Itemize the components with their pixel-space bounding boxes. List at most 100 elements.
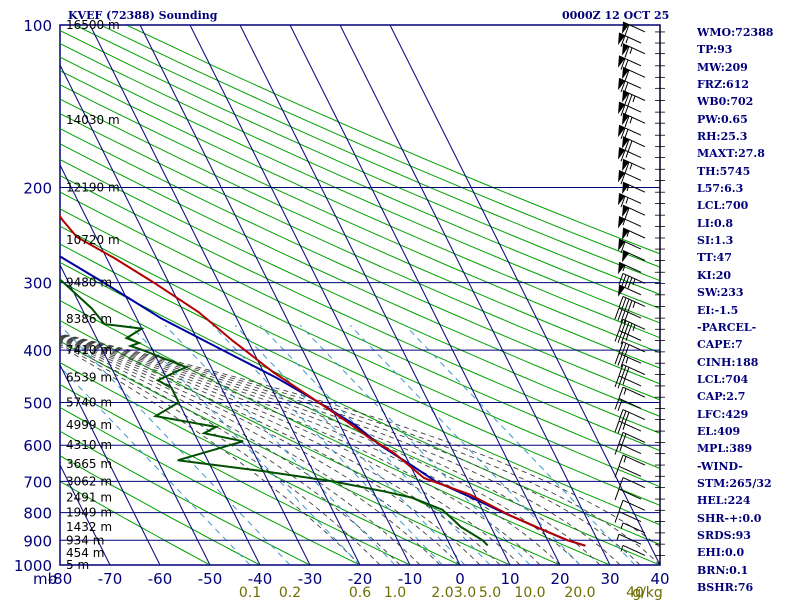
barb-shaft	[622, 386, 646, 398]
barb-pennant	[618, 216, 625, 229]
height-label: 3062 m	[66, 474, 112, 488]
barb-flag	[627, 277, 633, 289]
isobar-lines	[60, 25, 660, 565]
index-item: PW:0.65	[697, 112, 748, 126]
height-label: 6539 m	[66, 371, 112, 385]
dry-adiabat-line	[60, 70, 660, 339]
dry-adiabat-line	[60, 340, 511, 565]
wind-barb	[618, 295, 646, 312]
wind-barb	[622, 181, 646, 195]
barb-flag	[614, 466, 620, 478]
barb-flag	[614, 353, 620, 365]
wind-barb	[622, 43, 646, 58]
height-label: 12190 m	[66, 181, 120, 195]
barb-pennant	[622, 113, 629, 126]
barb-flag	[624, 367, 630, 379]
barb-pennant	[618, 262, 625, 275]
barb-flag	[620, 80, 626, 93]
mixing-ratio-label: 1.0	[384, 585, 406, 600]
barb-pennant	[622, 67, 629, 80]
dry-adiabat-line	[60, 98, 660, 369]
barb-pennant	[618, 125, 625, 138]
index-item: EI:-1.5	[697, 303, 739, 317]
index-item: BRN:0.1	[697, 563, 749, 577]
barb-flag	[624, 344, 630, 356]
temperature-tick-label: 10	[500, 570, 519, 588]
barb-flag	[618, 296, 624, 308]
barb-flag	[618, 409, 624, 421]
wind-barb	[618, 55, 642, 72]
barb-half-flag	[625, 197, 629, 204]
barb-half-flag	[626, 230, 630, 237]
pressure-label: 100	[23, 17, 52, 35]
wind-barb	[622, 136, 646, 152]
index-item: KI:20	[697, 268, 732, 282]
wind-barb	[622, 158, 646, 174]
barb-flag	[614, 420, 620, 433]
barb-shaft	[622, 477, 646, 489]
barb-flag	[621, 343, 627, 355]
barb-half-flag	[625, 357, 629, 364]
barb-flag	[624, 161, 630, 174]
index-item: L57:6.3	[697, 182, 744, 196]
barb-flag	[617, 331, 623, 344]
wind-barb	[622, 204, 646, 220]
barb-half-flag	[625, 334, 629, 341]
barb-flag	[617, 422, 623, 434]
barb-shaft	[622, 522, 646, 534]
barb-half-flag	[619, 444, 623, 452]
dry-adiabat-line	[60, 43, 660, 310]
barb-flag	[618, 477, 624, 489]
chart-title: KVEF (72388) Sounding	[68, 9, 218, 22]
mixing-ratio-label: g/kg	[632, 585, 663, 600]
mixing-ratio-label: 40	[626, 585, 644, 600]
barb-flag	[614, 443, 620, 455]
isotherm-line	[289, 25, 561, 565]
pressure-label: 600	[23, 437, 52, 455]
wind-barb	[622, 227, 646, 240]
index-item: MW:209	[697, 60, 748, 74]
barb-pennant	[622, 205, 629, 218]
dry-adiabat-line	[60, 208, 660, 488]
wind-barb	[616, 533, 642, 545]
index-item: SI:1.3	[697, 234, 734, 248]
wind-barb	[614, 488, 642, 501]
barb-half-flag	[622, 423, 626, 430]
dry-adiabat-line	[60, 29, 660, 296]
barb-flag	[627, 300, 633, 312]
barb-flag	[620, 333, 626, 345]
dry-adiabat-line	[60, 384, 411, 565]
barb-flag	[623, 312, 629, 324]
wind-barb	[622, 112, 646, 128]
barb-flag	[624, 321, 630, 334]
dry-adiabat-line	[60, 261, 660, 546]
wind-barb	[618, 215, 642, 229]
height-label: 14030 m	[66, 113, 120, 127]
pressure-label: 1000	[14, 557, 52, 575]
barb-shaft	[622, 318, 646, 330]
stability-indices-list: WMO:72388 TP:93 MW:209 FRZ:612 WB0:702 PW:0.6…	[697, 24, 773, 596]
moist-adiabat-line	[60, 342, 401, 565]
height-label: 16500 m	[66, 18, 120, 32]
isotherm-line	[189, 25, 461, 565]
index-item: EL:409	[697, 424, 741, 438]
height-label: 934 m	[66, 533, 104, 547]
barb-shaft	[618, 443, 642, 455]
index-item: LI:0.8	[697, 216, 734, 230]
barb-flag	[624, 207, 630, 220]
temperature-tick-label: 20	[550, 570, 569, 588]
wind-barb	[618, 169, 642, 185]
temperature-tick-label: -30	[298, 570, 323, 588]
barb-flag	[614, 375, 620, 388]
moist-adiabat-line	[60, 333, 641, 565]
isotherm-line	[60, 63, 311, 565]
index-item: SW:233	[697, 286, 744, 300]
barb-half-flag	[625, 151, 629, 158]
mixing-ratio-labels: 0.1 0.2 0.6 1.0 2.0 3.0 5.0 10.0 20.0 40g/kg	[239, 585, 663, 600]
barb-flag	[617, 309, 623, 321]
barb-flag	[627, 94, 633, 106]
wind-barb	[618, 431, 646, 445]
moist-adiabat-line	[60, 333, 660, 565]
index-item: RH:25.3	[697, 130, 748, 144]
